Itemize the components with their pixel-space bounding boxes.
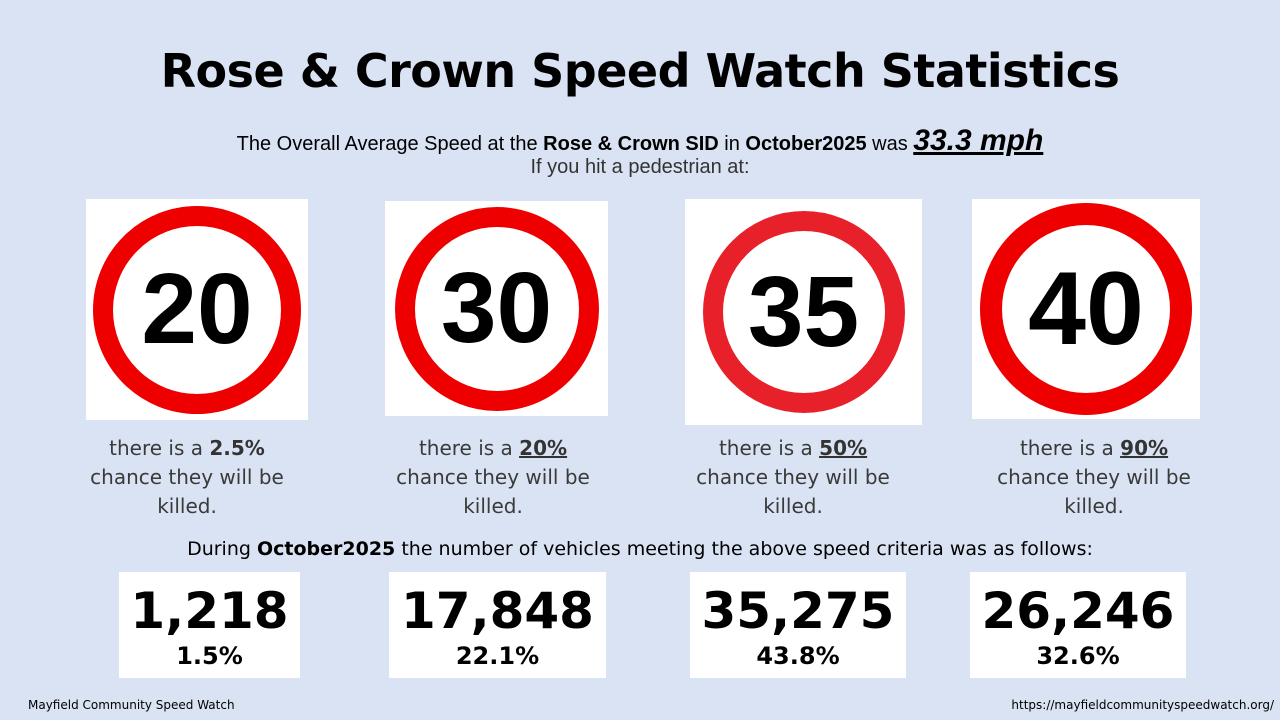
fatality-percent: 2.5% — [209, 436, 265, 460]
speed-sign-40: 40 — [972, 199, 1200, 419]
fatality-percent: 20% — [519, 436, 568, 460]
vehicle-count-40: 26,246 32.6% — [970, 572, 1186, 678]
caption-text: killed. — [1064, 494, 1124, 518]
caption-text: chance they will be — [90, 465, 284, 489]
month: October2025 — [745, 133, 867, 155]
fatality-percent: 50% — [819, 436, 868, 460]
count-value: 26,246 — [981, 582, 1175, 640]
fatality-caption-40: there is a 90% chance they will be killed. — [964, 434, 1224, 521]
footer-organization: Mayfield Community Speed Watch — [28, 698, 235, 712]
vehicle-count-intro: During October2025 the number of vehicle… — [0, 538, 1280, 560]
intro-text: During — [187, 538, 257, 560]
count-percent: 1.5% — [176, 642, 243, 670]
fatality-percent: 90% — [1120, 436, 1169, 460]
caption-text: there is a — [418, 436, 520, 460]
fatality-caption-30: there is a 20% chance they will be killed. — [363, 434, 623, 521]
summary-text: in — [718, 133, 746, 155]
count-percent: 22.1% — [455, 642, 540, 670]
footer-url[interactable]: https://mayfieldcommunityspeedwatch.org/ — [1011, 698, 1274, 712]
caption-text: chance they will be — [696, 465, 890, 489]
caption-text: there is a — [1019, 436, 1121, 460]
count-value: 35,275 — [701, 582, 895, 640]
vehicle-count-20: 1,218 1.5% — [119, 572, 300, 678]
caption-text: chance they will be — [396, 465, 590, 489]
average-speed-summary: The Overall Average Speed at the Rose & … — [0, 124, 1280, 158]
caption-text: chance they will be — [997, 465, 1191, 489]
vehicle-count-30: 17,848 22.1% — [389, 572, 606, 678]
count-value: 1,218 — [130, 582, 289, 640]
caption-text: there is a — [718, 436, 820, 460]
month: October2025 — [256, 538, 396, 560]
summary-text: The Overall Average Speed at the — [236, 133, 544, 155]
average-speed: 33.3 mph — [913, 124, 1044, 157]
page-title: Rose & Crown Speed Watch Statistics — [160, 44, 1120, 98]
site-name: Rose & Crown SID — [543, 133, 719, 155]
caption-text: killed. — [463, 494, 523, 518]
fatality-caption-20: there is a 2.5% chance they will be killed… — [57, 434, 317, 521]
caption-text: killed. — [763, 494, 823, 518]
vehicle-count-35: 35,275 43.8% — [690, 572, 906, 678]
speed-sign-35: 35 — [685, 199, 922, 425]
pedestrian-intro: If you hit a pedestrian at: — [530, 156, 750, 178]
count-percent: 32.6% — [1036, 642, 1120, 670]
speed-limit-number: 20 — [141, 253, 253, 365]
caption-text: there is a — [109, 436, 210, 460]
speed-sign-30: 30 — [385, 201, 608, 416]
intro-text: the number of vehicles meeting the above… — [395, 538, 1093, 560]
speed-sign-20: 20 — [86, 199, 308, 420]
fatality-caption-35: there is a 50% chance they will be killed. — [663, 434, 923, 521]
caption-text: killed. — [157, 494, 217, 518]
count-value: 17,848 — [401, 582, 594, 640]
count-percent: 43.8% — [756, 642, 840, 670]
speed-limit-number: 30 — [440, 252, 553, 364]
summary-text: was — [866, 133, 914, 155]
speed-limit-number: 35 — [747, 255, 860, 368]
speed-limit-number: 40 — [1028, 250, 1144, 367]
